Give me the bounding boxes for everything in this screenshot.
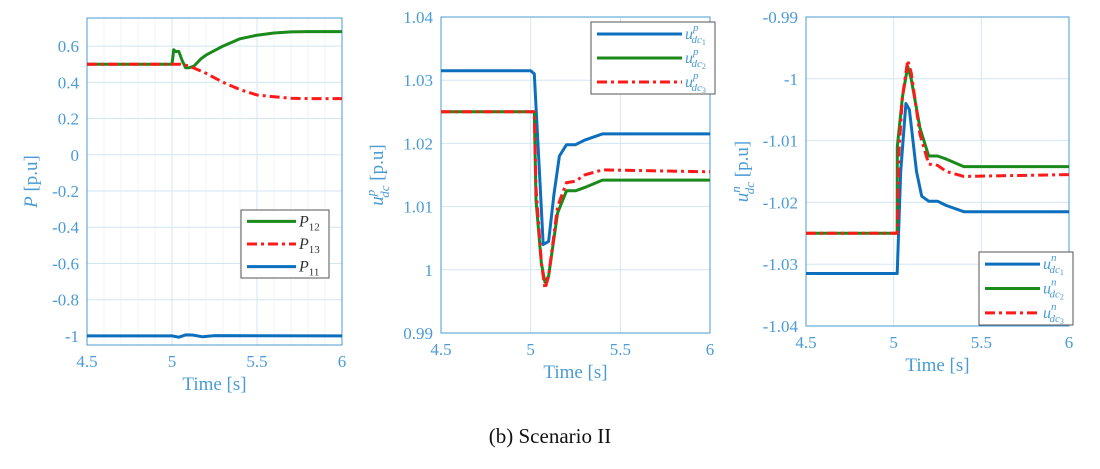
- x-axis-label: Time [s]: [543, 362, 607, 383]
- y-tick-label: -0.4: [52, 218, 79, 237]
- x-tick-label: 5.5: [610, 340, 631, 359]
- legend-label: up dc3: [685, 70, 706, 95]
- x-tick-label: 4.5: [76, 352, 97, 371]
- legend-label: up dc1: [685, 22, 706, 47]
- x-tick-label: 6: [706, 340, 715, 359]
- x-axis-label: Time [s]: [182, 374, 246, 395]
- y-tick-label: 1.02: [403, 134, 433, 153]
- legend-label: P11: [298, 259, 319, 279]
- x-tick-label: 6: [338, 352, 347, 371]
- y-tick-label: -1: [784, 70, 798, 89]
- series-line-p13: [87, 62, 342, 101]
- y-tick-label: -1.02: [763, 193, 798, 212]
- series-line-updc1: [441, 69, 710, 246]
- x-axis-label: Time [s]: [905, 355, 969, 376]
- axes-box: [440, 16, 711, 334]
- series-line-p11: [87, 333, 343, 339]
- axes-box: [86, 17, 343, 346]
- y-tick-label: -0.2: [52, 182, 79, 201]
- figure-caption: (b) Scenario II: [488, 424, 612, 448]
- subplot-1: 4.5 5 5.5 6 -1 -0.8 -0.6 -0.4 -0.2 0 0.2 0.4 0.6 Time…: [21, 17, 347, 395]
- y-tick-label: 1.03: [403, 71, 433, 90]
- subplot-2: 4.5 5 5.5 6 0.99 1 1.01 1.02 1.03 1.04 Time [s] upd…: [363, 8, 716, 383]
- series-line-undc3: [806, 58, 1070, 235]
- series-line-updc2: [441, 110, 710, 284]
- y-tick-label: 0: [71, 146, 80, 165]
- y-tick-label: 1.01: [403, 198, 433, 217]
- y-tick-label: -1: [65, 327, 79, 346]
- y-tick-label: -0.99: [763, 8, 798, 27]
- y-tick-label: 0.2: [58, 110, 79, 129]
- y-tick-label: -1.01: [763, 132, 798, 151]
- y-axis-label: updc [p.u]: [363, 144, 392, 205]
- x-tick-label: 6: [1065, 333, 1074, 352]
- x-tick-label: 4.5: [430, 340, 451, 359]
- legend-label: P13: [298, 236, 320, 256]
- subplot-3: 4.5 5 5.5 6 -1.04 -1.03 -1.02 -1.01 -1 -0.99 Time …: [728, 8, 1074, 376]
- y-tick-label: -1.04: [763, 317, 799, 336]
- y-tick-label: 1: [425, 261, 434, 280]
- x-tick-label: 5: [526, 340, 535, 359]
- y-tick-label: 0.6: [58, 37, 79, 56]
- series-line-undc2: [806, 64, 1069, 235]
- legend-label: up dc2: [685, 46, 706, 71]
- y-tick-label: -0.6: [52, 254, 79, 273]
- series-line-undc1: [806, 102, 1069, 275]
- axes-box: [805, 16, 1070, 327]
- series-line-p12: [87, 30, 342, 70]
- y-tick-label: -1.03: [763, 255, 798, 274]
- legend-label: P12: [298, 213, 320, 233]
- y-tick-label: 0.4: [58, 73, 80, 92]
- x-tick-label: 5: [889, 333, 898, 352]
- legend-label: un dc2: [1043, 277, 1064, 302]
- x-tick-label: 4.5: [795, 333, 816, 352]
- legend-label: un dc3: [1043, 301, 1064, 326]
- y-tick-label: 0.99: [403, 324, 433, 343]
- x-tick-label: 5.5: [971, 333, 992, 352]
- legend-label: un dc1: [1043, 252, 1064, 277]
- x-tick-label: 5.5: [246, 352, 267, 371]
- legend: P12 P13 P11: [240, 209, 330, 279]
- y-tick-label: 1.04: [403, 8, 433, 27]
- x-tick-label: 5: [168, 352, 177, 371]
- y-tick-label: -0.8: [52, 291, 79, 310]
- series-line-updc3: [441, 110, 711, 291]
- y-axis-label: P [p.u]: [21, 155, 42, 209]
- y-axis-label: undc [p.u]: [728, 141, 757, 202]
